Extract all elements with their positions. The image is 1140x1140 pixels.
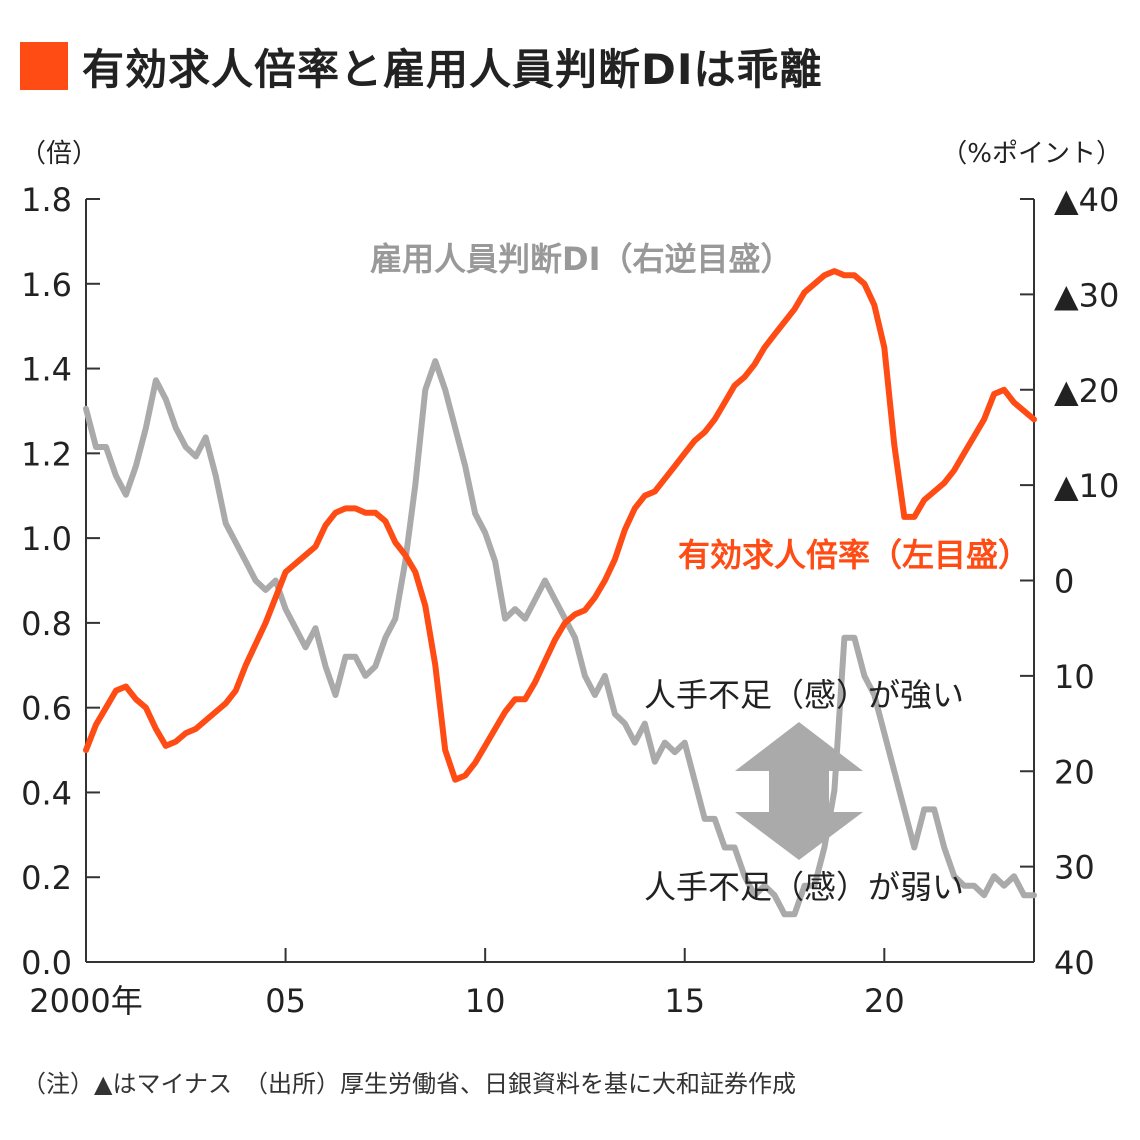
left-unit-label: （倍） bbox=[20, 139, 98, 169]
x-tick-label: 20 bbox=[864, 982, 905, 1020]
left-tick-label: 1.8 bbox=[21, 181, 72, 219]
right-tick-label: ▲30 bbox=[1054, 276, 1119, 314]
left-tick-label: 0.0 bbox=[21, 944, 72, 982]
left-tick-label: 0.8 bbox=[21, 605, 72, 643]
annotation-weak: 人手不足（感）が弱い bbox=[644, 868, 964, 906]
left-tick-label: 0.2 bbox=[21, 859, 72, 897]
right-unit-label: （%ポイント） bbox=[941, 139, 1122, 169]
left-tick-label: 1.0 bbox=[21, 520, 72, 558]
double-arrow-icon bbox=[735, 722, 863, 860]
left-tick-label: 0.4 bbox=[21, 774, 72, 812]
series-label-jobs-ratio: 有効求人倍率（左目盛） bbox=[678, 536, 1030, 574]
series-line-employment-di bbox=[83, 358, 1037, 918]
series-line-jobs-ratio bbox=[83, 268, 1037, 783]
chart-title: 有効求人倍率と雇用人員判断DIは乖離 bbox=[82, 44, 823, 94]
series-label-employment-di: 雇用人員判断DI（右逆目盛） bbox=[370, 240, 792, 278]
annotation-strong: 人手不足（感）が強い bbox=[644, 676, 964, 714]
chart-title-bar: 有効求人倍率と雇用人員判断DIは乖離 bbox=[20, 40, 823, 94]
source-note: （注）▲はマイナス （出所）厚生労働省、日銀資料を基に大和証券作成 bbox=[22, 1070, 796, 1098]
right-tick-label: ▲40 bbox=[1054, 181, 1119, 219]
right-tick-label: 40 bbox=[1054, 944, 1095, 982]
title-accent-square bbox=[20, 42, 68, 90]
left-tick-label: 1.6 bbox=[21, 266, 72, 304]
left-tick-label: 1.4 bbox=[21, 351, 72, 389]
x-tick-label: 05 bbox=[265, 982, 306, 1020]
left-tick-label: 1.2 bbox=[21, 435, 72, 473]
right-tick-label: 20 bbox=[1054, 753, 1095, 791]
left-tick-label: 0.6 bbox=[21, 690, 72, 728]
x-tick-label: 2000年 bbox=[29, 982, 142, 1020]
right-tick-label: ▲20 bbox=[1054, 372, 1119, 410]
x-tick-label: 10 bbox=[465, 982, 506, 1020]
x-tick-label: 15 bbox=[664, 982, 705, 1020]
right-tick-label: ▲10 bbox=[1054, 467, 1119, 505]
right-tick-label: 30 bbox=[1054, 849, 1095, 887]
right-tick-label: 10 bbox=[1054, 658, 1095, 696]
right-tick-label: 0 bbox=[1054, 563, 1074, 601]
